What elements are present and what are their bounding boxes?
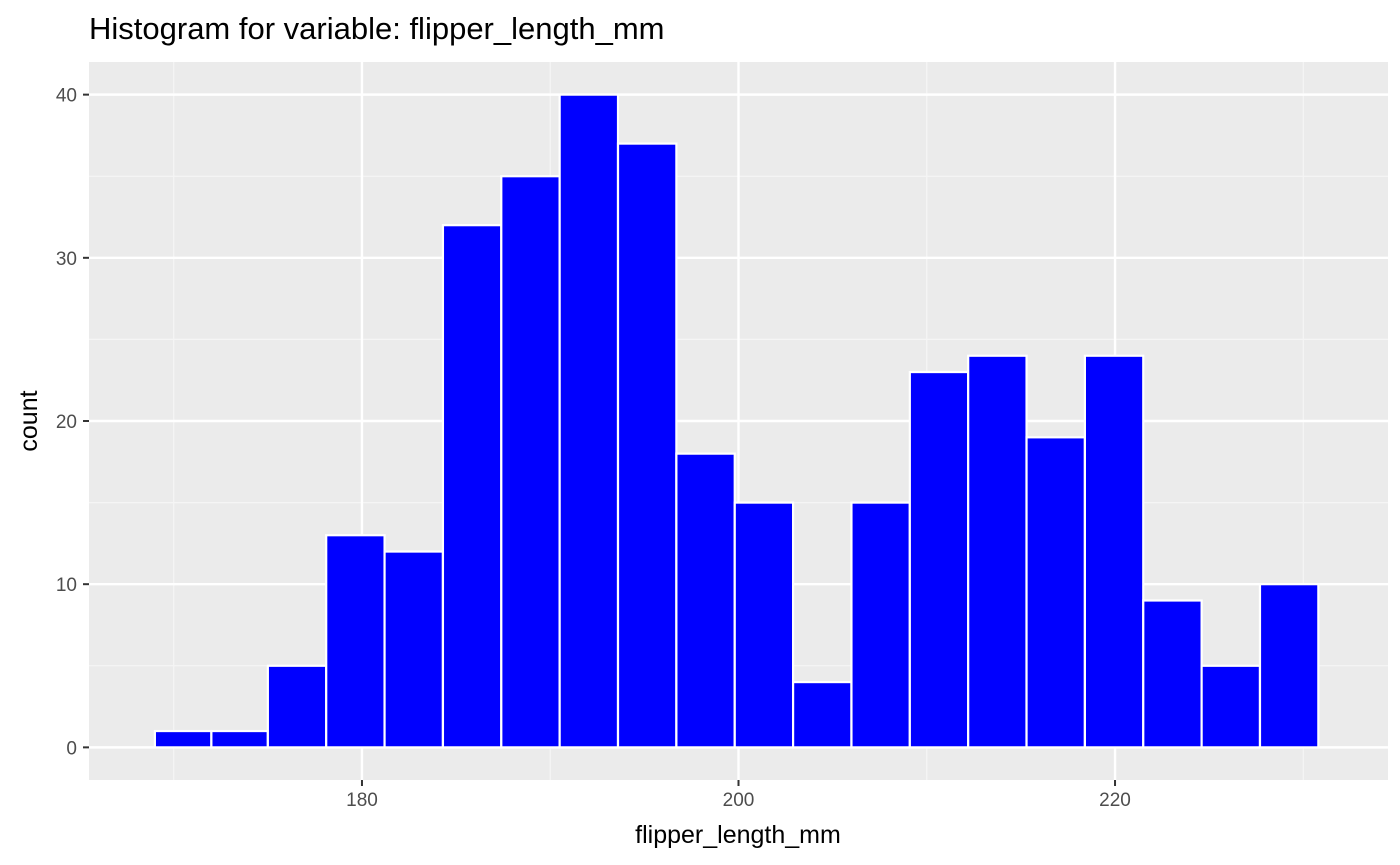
y-tick-label: 20 [56,412,77,433]
histogram-bar [850,501,911,749]
histogram-bar [1025,436,1087,749]
x-axis-title: flipper_length_mm [635,821,841,849]
histogram-bar [908,370,970,749]
histogram-bar [266,664,328,749]
y-tick-label: 10 [56,575,77,596]
x-tick-label: 200 [723,790,755,811]
histogram-bar [616,142,678,749]
x-tick-label: 180 [346,790,378,811]
y-tick-label: 30 [56,249,77,270]
y-axis: 0 10 20 30 40 [56,86,89,759]
x-tick-label: 220 [1099,790,1131,811]
histogram-bar [675,452,736,749]
histogram-bar [733,501,795,749]
histogram-bar [1142,599,1203,749]
histogram-bar [500,175,561,749]
histogram-bar [1258,583,1320,749]
histogram-bar [791,680,853,749]
histogram-bar [153,729,213,749]
histogram-bar [1083,354,1145,749]
histogram-bar [558,93,620,749]
histogram-bar [441,224,503,749]
y-tick-label: 40 [56,86,77,107]
y-axis-title: count [15,390,43,451]
histogram-bars [153,93,1320,749]
x-axis: 180 200 220 [346,780,1131,811]
histogram-bar [210,729,269,749]
histogram-bar [967,354,1028,749]
chart-title: Histogram for variable: flipper_length_m… [89,11,664,46]
histogram-bar [1200,664,1262,749]
histogram-bar [383,550,445,749]
y-tick-label: 0 [66,738,77,759]
histogram-bar [325,534,386,749]
